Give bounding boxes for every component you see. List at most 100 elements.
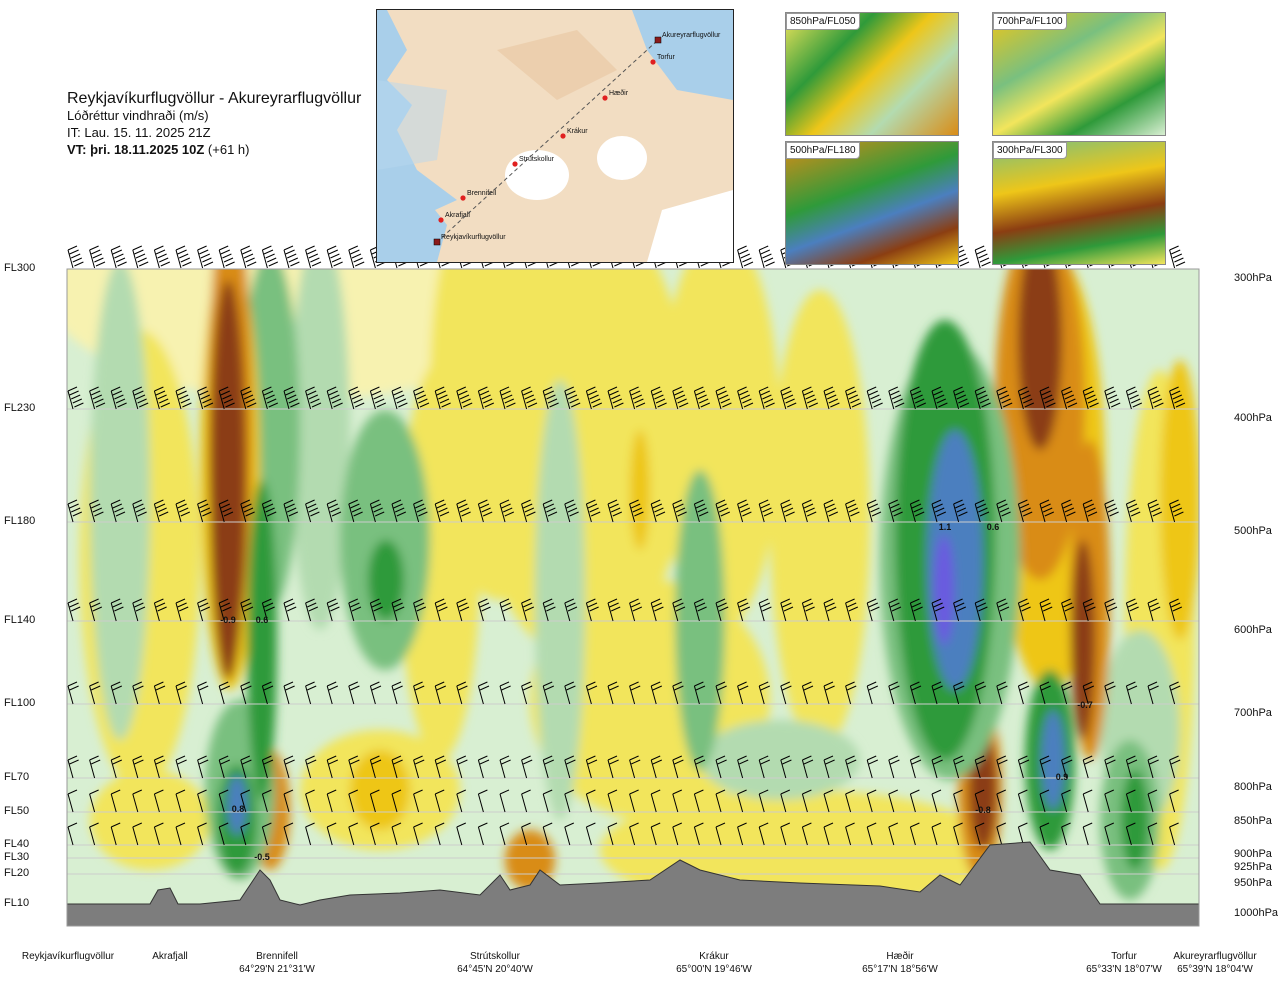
wind-barb — [413, 386, 430, 410]
wind-barb — [499, 499, 515, 523]
wind-barb — [521, 386, 538, 410]
wind-barb — [931, 822, 942, 846]
wind-barb — [996, 681, 1008, 705]
glacier-hofsjokull — [597, 136, 647, 180]
thumb-850[interactable]: 850hPa/FL050 — [785, 12, 959, 136]
contour-label: -0.5 — [254, 852, 270, 862]
wind-barb — [715, 755, 727, 779]
wind-barb — [823, 822, 834, 846]
wind-barb — [283, 755, 295, 779]
wind-barb — [218, 499, 234, 523]
wind-barb — [715, 386, 732, 410]
wind-barb — [434, 598, 448, 622]
wind-barb — [434, 386, 451, 410]
wind-barb — [845, 789, 855, 813]
location-coord: 64°45'N 20°40'W — [457, 964, 533, 975]
wind-barb — [305, 499, 320, 523]
wind-barb — [1104, 789, 1115, 813]
wind-barb — [974, 822, 985, 846]
wind-barb — [737, 386, 754, 410]
wind-barb — [1017, 822, 1028, 846]
wind-barb — [1169, 386, 1186, 410]
plot-frame — [66, 268, 1200, 927]
wind-barb — [758, 598, 772, 622]
pressure-label: 850hPa — [1234, 815, 1272, 827]
fl-label: FL50 — [4, 805, 30, 817]
thumb-300[interactable]: 300hPa/FL300 — [992, 141, 1166, 265]
vv-strong-up — [1041, 710, 1065, 810]
wind-barb — [650, 789, 661, 813]
wind-barb — [369, 386, 387, 410]
wind-barb — [283, 789, 294, 813]
wind-barb — [261, 598, 275, 622]
contour-label: -0.8 — [975, 805, 991, 815]
map-waypoint-label: Brennifell — [467, 190, 497, 197]
map-waypoint-label: Akureyrarflugvöllur — [662, 32, 721, 39]
wind-barb — [240, 245, 257, 269]
contour-label: -0.9 — [220, 615, 236, 625]
thumb-500[interactable]: 500hPa/FL180 — [785, 141, 959, 265]
wind-barb — [693, 598, 707, 622]
glacier-vatnajokull — [647, 190, 733, 262]
wind-barb — [1017, 499, 1033, 523]
thumb-700-label: 700hPa/FL100 — [993, 13, 1067, 30]
contour-label: 0.6 — [256, 615, 269, 625]
wind-barb — [866, 681, 879, 705]
wind-barb — [1169, 755, 1181, 779]
wind-barb — [1061, 822, 1071, 846]
wind-barb — [283, 499, 299, 523]
location-coord: 65°00'N 19°46'W — [676, 964, 752, 975]
location-coord: 65°17'N 18°56'W — [862, 964, 938, 975]
wind-barb — [629, 598, 643, 622]
wind-barb — [1039, 598, 1053, 622]
wind-barb — [153, 789, 164, 813]
vv-weak-down — [1160, 360, 1199, 640]
wind-barb — [1039, 681, 1051, 705]
wind-barb — [1169, 681, 1181, 705]
wind-barb — [650, 681, 663, 705]
wind-barb — [1104, 386, 1121, 410]
contour-label: 0.9 — [1056, 772, 1069, 782]
wind-barb — [348, 245, 365, 269]
wind-barb — [672, 755, 684, 779]
wind-barb — [1082, 598, 1096, 622]
title-block: Reykjavíkurflugvöllur - Akureyrarflugvöl… — [67, 90, 361, 158]
wind-barb — [823, 598, 837, 622]
wind-barb — [909, 822, 920, 846]
wind-barb — [391, 598, 405, 622]
wind-barb — [585, 499, 601, 523]
wind-barb — [888, 386, 905, 410]
wind-barb — [953, 499, 968, 523]
wind-barb — [542, 386, 559, 410]
wind-barb — [434, 681, 447, 705]
wind-barb — [499, 681, 511, 705]
wind-barb — [261, 245, 279, 269]
wind-barb — [693, 499, 709, 523]
wind-barb — [456, 789, 467, 813]
ocean-west — [377, 10, 457, 262]
wind-barb — [737, 245, 754, 269]
wind-barb — [715, 598, 729, 622]
wind-barb — [607, 822, 618, 846]
wind-barb — [1104, 822, 1115, 846]
wind-barb — [953, 598, 967, 622]
wind-barb — [434, 755, 447, 779]
pressure-label: 950hPa — [1234, 877, 1272, 889]
wind-barb — [110, 598, 124, 622]
wind-barb — [996, 822, 1007, 846]
wind-barb — [153, 386, 171, 410]
wind-barb — [1147, 681, 1159, 705]
location-name: Akrafjall — [152, 951, 188, 962]
wind-barb — [348, 755, 360, 779]
wind-barb — [1147, 499, 1163, 523]
pressure-label: 925hPa — [1234, 861, 1272, 873]
wind-barb — [1082, 822, 1093, 846]
wind-barb — [348, 822, 359, 846]
wind-barb — [132, 789, 143, 813]
wind-barb — [391, 386, 408, 410]
wind-barb — [413, 499, 428, 523]
wind-barb — [391, 681, 403, 705]
wind-barb — [585, 386, 603, 410]
thumb-700[interactable]: 700hPa/FL100 — [992, 12, 1166, 136]
